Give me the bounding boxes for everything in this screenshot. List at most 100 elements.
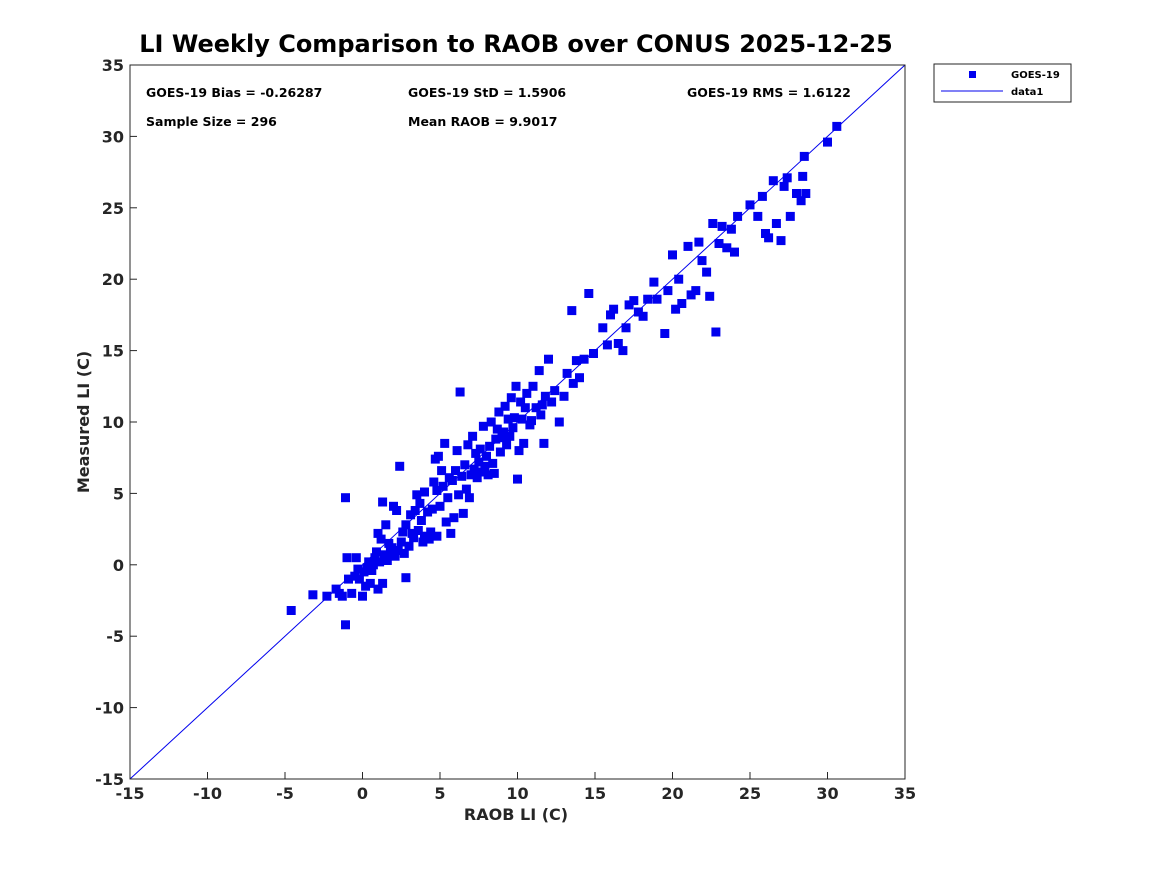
- scatter-point: [652, 294, 662, 304]
- scatter-point: [792, 189, 801, 198]
- scatter-point: [378, 497, 388, 507]
- scatter-point: [432, 531, 442, 541]
- scatter-point: [753, 211, 763, 221]
- scatter-point: [613, 339, 623, 348]
- scatter-point: [401, 573, 411, 583]
- scatter-point: [451, 466, 460, 476]
- scatter-point: [516, 397, 526, 407]
- scatter-point: [460, 460, 470, 470]
- y-tick-label: 30: [102, 127, 124, 146]
- scatter-point: [358, 591, 367, 601]
- scatter-point: [376, 534, 386, 544]
- scatter-point: [562, 368, 572, 378]
- y-axis: -15 -10 -5 0 5 10 15 20 25 30 35: [95, 56, 137, 789]
- scatter-point: [649, 277, 659, 287]
- scatter-point: [683, 241, 693, 251]
- scatter-point: [468, 431, 478, 441]
- scatter-point: [365, 578, 375, 588]
- x-tick-label: 5: [434, 784, 445, 803]
- x-tick-label: -15: [116, 784, 145, 803]
- x-axis: -15 -10 -5 0 5 10 15 20 25 30 35: [116, 772, 916, 803]
- scatter-point: [584, 289, 594, 298]
- scatter-point: [722, 243, 732, 253]
- scatter-point: [668, 250, 677, 260]
- x-tick-label: 0: [357, 784, 368, 803]
- scatter-point: [491, 434, 501, 444]
- scatter-point: [497, 433, 507, 443]
- scatter-point: [477, 467, 487, 477]
- scatter-point: [472, 473, 482, 483]
- scatter-point: [440, 438, 450, 448]
- scatter-point: [495, 447, 505, 457]
- scatter-point: [506, 393, 516, 403]
- scatter-point: [410, 506, 420, 515]
- legend-box: [933, 63, 1072, 103]
- scatter-point: [531, 403, 541, 413]
- y-tick-label: 25: [102, 199, 124, 218]
- scatter-point: [674, 274, 684, 284]
- scatter-point: [381, 520, 391, 530]
- scatter-point: [782, 173, 792, 183]
- scatter-point: [779, 181, 789, 191]
- scatter-point: [308, 590, 318, 600]
- scatter-point: [571, 356, 581, 366]
- scatter-point: [424, 534, 434, 544]
- scatter-point: [378, 578, 388, 588]
- scatter-point: [511, 381, 521, 391]
- scatter-point: [475, 444, 485, 454]
- scatter-point: [432, 486, 442, 495]
- scatter-point: [745, 200, 755, 210]
- scatter-point: [429, 477, 439, 487]
- scatter-point: [796, 196, 806, 206]
- scatter-point: [364, 557, 374, 567]
- scatter-point: [413, 526, 423, 535]
- scatter-point: [697, 256, 707, 266]
- scatter-point: [638, 311, 648, 321]
- scatter-point: [478, 421, 488, 431]
- scatter-point: [344, 574, 353, 584]
- scatter-point: [579, 354, 589, 364]
- y-tick-label: -15: [95, 770, 124, 789]
- scatter-point: [341, 493, 350, 503]
- scatter-point: [559, 391, 569, 401]
- scatter-point: [686, 290, 696, 300]
- scatter-point: [554, 417, 564, 427]
- y-tick-label: 15: [102, 342, 124, 361]
- scatter-point: [485, 441, 495, 451]
- scatter-point: [717, 221, 727, 231]
- scatter-point: [435, 501, 445, 511]
- scatter-point: [393, 546, 403, 555]
- x-tick-label: 20: [661, 784, 683, 803]
- scatter-point: [522, 388, 532, 398]
- scatter-point: [527, 416, 536, 426]
- y-tick-label: -5: [106, 627, 124, 646]
- scatter-point: [499, 427, 509, 437]
- plot-area: [129, 64, 906, 780]
- scatter-point: [382, 556, 392, 565]
- scatter-point: [500, 401, 510, 411]
- scatter-point: [764, 233, 774, 243]
- x-tick-label: 30: [816, 784, 838, 803]
- scatter-point: [469, 464, 479, 474]
- scatter-point: [286, 606, 296, 615]
- y-tick-label: 5: [113, 484, 124, 503]
- scatter-point: [373, 528, 383, 538]
- scatter-point: [480, 461, 490, 471]
- scatter-point: [367, 566, 377, 575]
- chart-title: LI Weekly Comparison to RAOB over CONUS …: [139, 30, 892, 58]
- scatter-point: [347, 588, 357, 598]
- scatter-point: [702, 267, 712, 277]
- scatter-point: [426, 527, 436, 537]
- scatter-point: [708, 219, 718, 228]
- x-tick-label: 35: [894, 784, 916, 803]
- scatter-point: [488, 458, 498, 468]
- scatter-point: [474, 457, 484, 467]
- scatter-point: [598, 323, 608, 333]
- scatter-point: [455, 387, 465, 397]
- scatter-point: [514, 446, 524, 456]
- scatter-point: [433, 451, 443, 461]
- stat-mean-raob: Mean RAOB = 9.9017: [408, 114, 557, 129]
- scatter-point: [547, 397, 557, 407]
- scatter-point: [726, 224, 736, 234]
- scatter-point: [390, 551, 400, 561]
